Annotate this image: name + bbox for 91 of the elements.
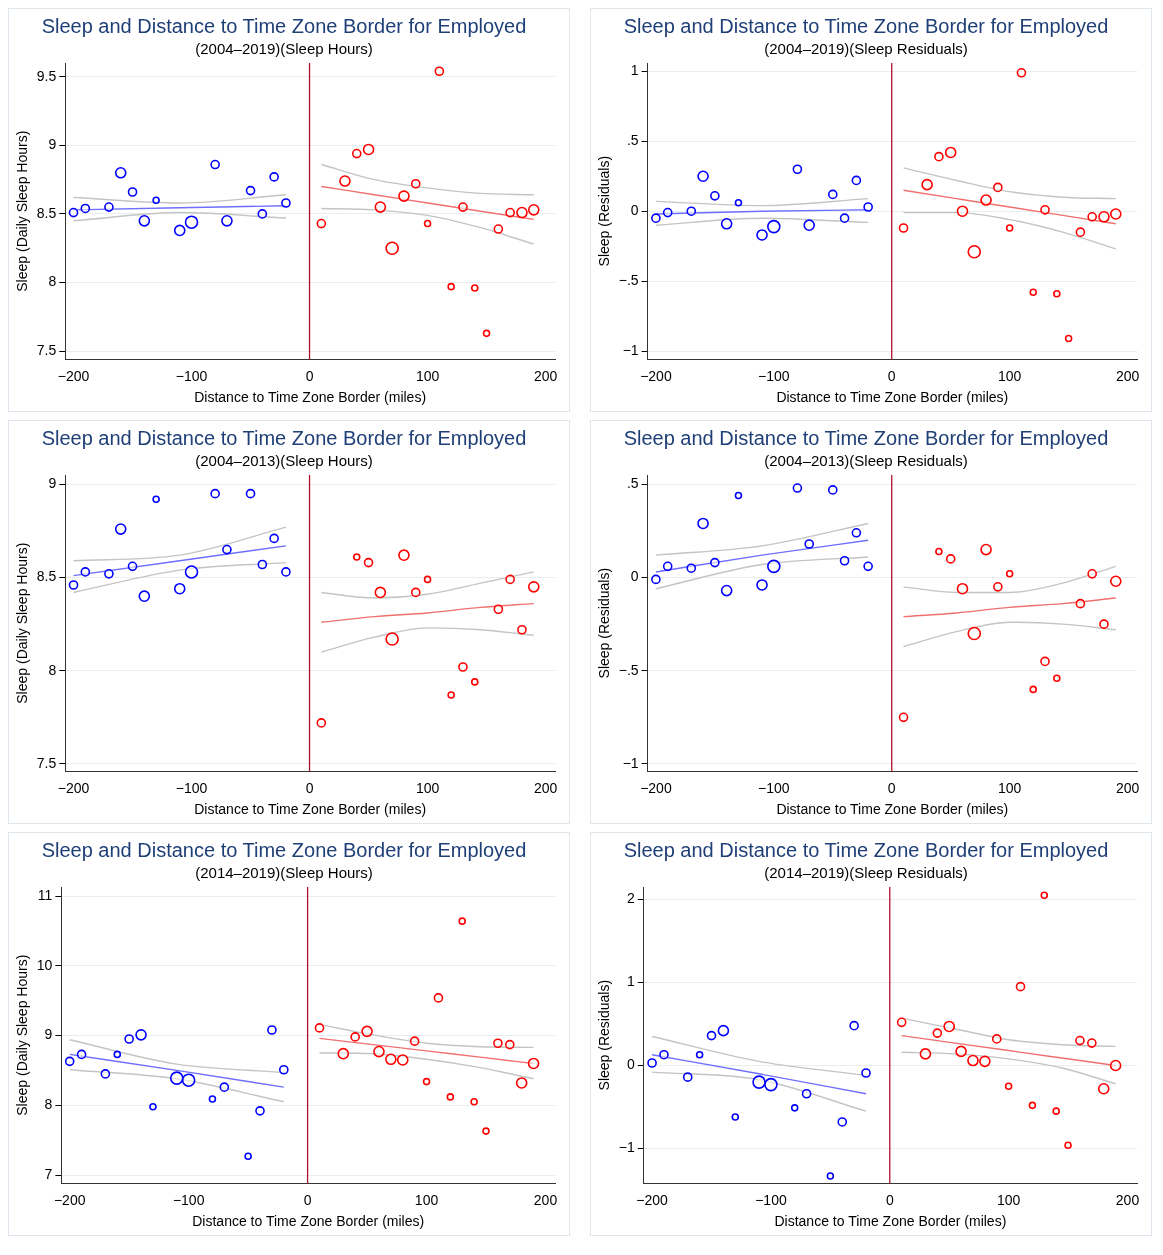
line-series — [320, 185, 535, 221]
line-series — [320, 163, 535, 196]
y-tick-label: 9 — [48, 475, 57, 492]
chart-subtitle: (2014–2019)(Sleep Hours) — [195, 864, 373, 882]
y-tick-label: 8.5 — [36, 568, 57, 585]
x-tick-label: 200 — [1115, 367, 1140, 384]
chart-subtitle: (2004–2013)(Sleep Hours) — [195, 452, 373, 470]
y-tick-label: 2 — [626, 890, 635, 907]
x-tick-label: 0 — [885, 1191, 894, 1208]
x-tick-label: 100 — [414, 1191, 439, 1208]
chart-title: Sleep and Distance to Time Zone Border for Employed — [623, 426, 1109, 449]
x-tick-label: 200 — [533, 779, 558, 796]
x-axis-title: Distance to Time Zone Border (miles) — [776, 389, 1009, 406]
x-tick-label: 100 — [415, 367, 440, 384]
y-tick-label: −1 — [618, 1139, 635, 1156]
x-tick-label: −200 — [640, 779, 672, 796]
y-tick-label: 10 — [36, 956, 53, 973]
x-tick-label: 100 — [997, 367, 1022, 384]
x-tick-label: −200 — [57, 779, 90, 796]
y-axis-title: Sleep (Daily Sleep Hours) — [14, 542, 31, 704]
x-tick-label: −100 — [758, 779, 790, 796]
y-axis-title: Sleep (Daily Sleep Hours) — [14, 130, 31, 292]
x-tick-label: 100 — [996, 1191, 1021, 1208]
x-axis-title: Distance to Time Zone Border (miles) — [194, 801, 427, 818]
y-tick-label: .5 — [626, 475, 639, 492]
line-series — [902, 189, 1117, 225]
chart-subtitle: (2014–2019)(Sleep Residuals) — [764, 864, 968, 882]
y-tick-label: 8 — [48, 273, 57, 290]
x-axis-title: Distance to Time Zone Border (miles) — [776, 801, 1009, 818]
x-tick-label: 200 — [1115, 779, 1140, 796]
chart-title: Sleep and Distance to Time Zone Border for Employed — [623, 838, 1109, 861]
x-tick-label: −100 — [755, 1191, 787, 1208]
x-tick-label: 200 — [1115, 1191, 1140, 1208]
x-tick-label: 0 — [305, 367, 314, 384]
x-axis-title: Distance to Time Zone Border (miles) — [194, 389, 427, 406]
x-tick-label: −100 — [172, 1191, 205, 1208]
x-tick-label: −100 — [175, 367, 208, 384]
y-tick-label: 9 — [48, 136, 57, 153]
y-axis-title: Sleep (Residuals) — [596, 567, 613, 679]
chart-title: Sleep and Distance to Time Zone Border for Employed — [41, 838, 527, 861]
x-tick-label: 0 — [303, 1191, 312, 1208]
y-tick-label: 8.5 — [36, 204, 57, 221]
y-axis-title: Sleep (Residuals) — [596, 979, 613, 1091]
x-tick-label: −200 — [636, 1191, 669, 1208]
x-tick-label: 100 — [997, 779, 1022, 796]
x-tick-label: 200 — [533, 367, 558, 384]
y-tick-label: 8 — [48, 661, 57, 678]
y-tick-label: −1 — [622, 341, 639, 358]
x-axis-title: Distance to Time Zone Border (miles) — [774, 1213, 1007, 1230]
x-tick-label: 0 — [887, 779, 896, 796]
chart-subtitle: (2004–2013)(Sleep Residuals) — [764, 452, 968, 470]
chart-title: Sleep and Distance to Time Zone Border for Employed — [41, 14, 527, 37]
x-tick-label: −200 — [53, 1191, 86, 1208]
x-tick-label: −100 — [758, 367, 790, 384]
x-tick-label: 0 — [305, 779, 314, 796]
y-tick-label: 9 — [44, 1026, 53, 1043]
x-tick-label: −200 — [57, 367, 90, 384]
y-tick-label: 11 — [37, 886, 53, 903]
y-tick-label: −1 — [622, 754, 639, 771]
y-tick-label: 7 — [44, 1165, 53, 1182]
x-tick-label: 200 — [533, 1191, 558, 1208]
y-tick-label: 1 — [626, 973, 635, 990]
x-tick-label: −100 — [175, 779, 208, 796]
y-tick-label: 1 — [630, 62, 639, 79]
chart-title: Sleep and Distance to Time Zone Border for Employed — [623, 14, 1109, 37]
line-series — [902, 167, 1117, 200]
x-tick-label: 100 — [415, 779, 440, 796]
y-tick-label: 0 — [630, 202, 639, 219]
y-tick-label: 0 — [630, 568, 639, 585]
y-tick-label: 8 — [44, 1096, 53, 1113]
y-tick-label: 0 — [626, 1056, 635, 1073]
y-tick-label: −.5 — [618, 271, 639, 288]
y-axis-title: Sleep (Residuals) — [596, 155, 613, 267]
line-series — [902, 621, 1117, 648]
line-series — [320, 602, 535, 623]
x-tick-label: 0 — [887, 367, 896, 384]
y-tick-label: .5 — [626, 132, 639, 149]
chart-subtitle: (2004–2019)(Sleep Residuals) — [764, 40, 968, 58]
y-tick-label: 9.5 — [36, 67, 57, 84]
y-axis-title: Sleep (Daily Sleep Hours) — [14, 954, 31, 1116]
y-tick-label: 7.5 — [36, 754, 57, 771]
line-series — [902, 565, 1117, 594]
y-tick-label: −.5 — [618, 661, 639, 678]
chart-title: Sleep and Distance to Time Zone Border for Employed — [41, 426, 527, 449]
line-series — [320, 627, 535, 653]
line-series — [902, 597, 1117, 618]
x-axis-title: Distance to Time Zone Border (miles) — [192, 1213, 425, 1230]
chart-subtitle: (2004–2019)(Sleep Hours) — [195, 40, 373, 58]
line-series — [320, 571, 535, 599]
y-tick-label: 7.5 — [36, 342, 57, 359]
x-tick-label: −200 — [640, 367, 672, 384]
